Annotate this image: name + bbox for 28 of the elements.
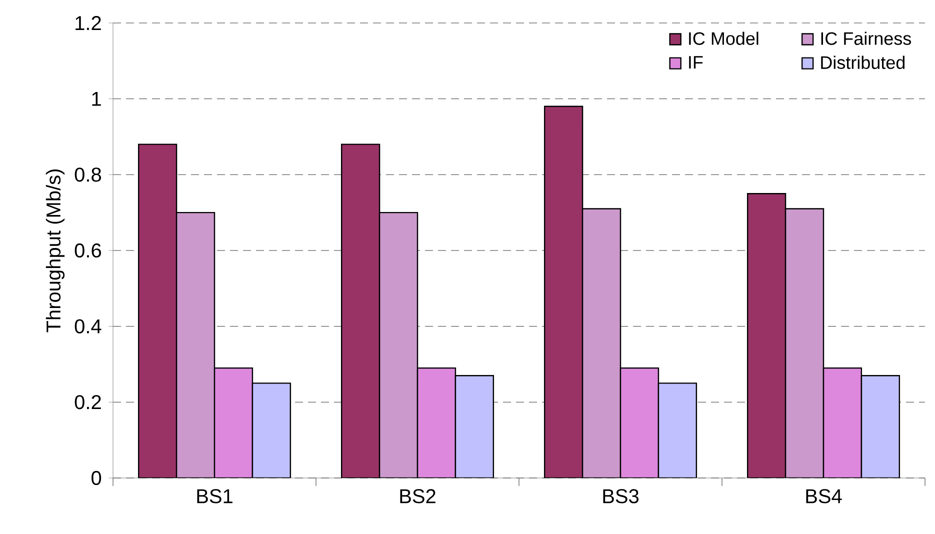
bar: [138, 144, 178, 478]
x-tick-label: BS1: [197, 489, 232, 504]
bar: [658, 382, 698, 478]
bar: [176, 212, 216, 478]
x-tick-label: BS3: [603, 489, 639, 504]
bar: [454, 375, 494, 478]
bar: [544, 106, 584, 478]
x-tick-label: BS4: [806, 489, 842, 504]
legend-label: IF: [689, 56, 703, 68]
bar: [340, 144, 380, 478]
y-tick-label: 0.6: [74, 243, 101, 258]
legend-label: IC Fairness: [821, 32, 912, 45]
legend-label: Distributed: [821, 56, 905, 69]
bar: [378, 212, 418, 478]
bar: [746, 193, 786, 478]
y-tick-label: 0.2: [74, 395, 101, 410]
legend-label: IC Model: [689, 32, 758, 45]
y-tick-label: 0: [92, 470, 102, 486]
x-tick-label: BS2: [400, 489, 436, 504]
y-tick-label: 1.2: [76, 16, 101, 30]
y-tick-label: 0.8: [74, 168, 102, 182]
y-tick-label: 1: [92, 92, 101, 106]
y-axis-title: Throughput (Mb/s): [46, 170, 65, 332]
bar: [784, 208, 824, 478]
bar: [252, 382, 292, 478]
bar: [860, 375, 900, 478]
bar: [582, 208, 622, 478]
y-tick-label: 0.4: [74, 319, 102, 334]
